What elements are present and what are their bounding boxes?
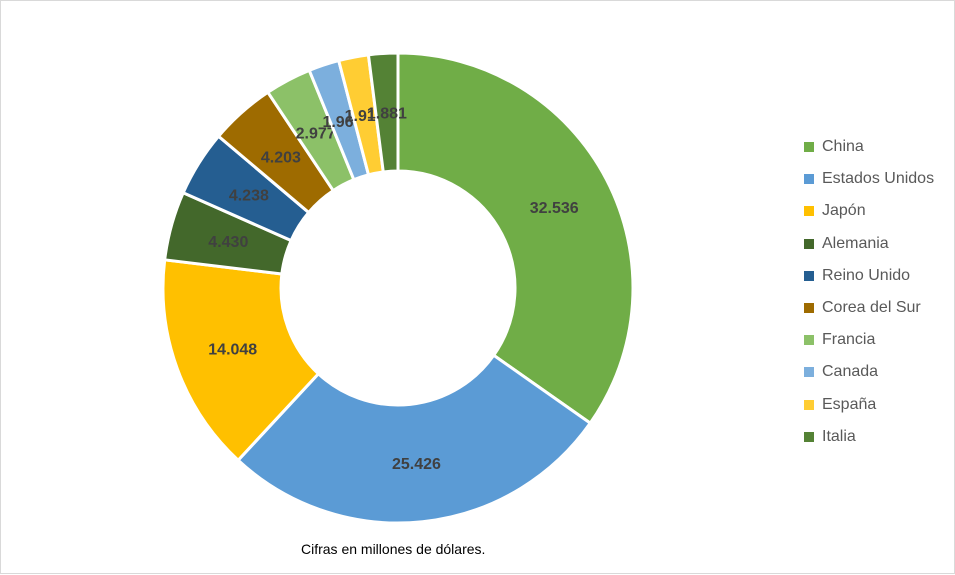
data-label-estados-unidos: 25.426 bbox=[392, 456, 441, 473]
chart-caption: Cifras en millones de dólares. bbox=[301, 541, 486, 557]
legend-item-corea-del-sur: Corea del Sur bbox=[804, 292, 934, 324]
legend-label: Japón bbox=[822, 202, 866, 220]
legend-swatch bbox=[804, 431, 814, 442]
data-label-reino-unido: 4.238 bbox=[229, 188, 269, 205]
data-label-japon: 14.048 bbox=[208, 342, 257, 359]
data-label-corea-del-sur: 4.203 bbox=[261, 150, 301, 167]
legend-swatch bbox=[804, 174, 814, 185]
slice-italia bbox=[366, 51, 400, 174]
legend-item-canada: Canada bbox=[804, 356, 934, 388]
data-label-francia: 2.977 bbox=[296, 125, 336, 142]
legend-item-estados-unidos: Estados Unidos bbox=[804, 163, 934, 195]
legend-label: Reino Unido bbox=[822, 266, 911, 284]
legend-label: Estados Unidos bbox=[822, 170, 935, 188]
legend-item-china: China bbox=[804, 131, 934, 163]
legend-item-alemania: Alemania bbox=[804, 228, 934, 260]
legend-swatch bbox=[804, 335, 814, 346]
legend-label: Canada bbox=[822, 363, 879, 381]
legend-item-japon: Japón bbox=[804, 195, 934, 227]
legend-label: Corea del Sur bbox=[822, 299, 921, 317]
data-label-italia: 1.881 bbox=[367, 105, 407, 122]
legend-swatch bbox=[804, 399, 814, 410]
legend-swatch bbox=[804, 238, 814, 249]
legend-item-espana: España bbox=[804, 389, 934, 421]
legend-label: China bbox=[822, 138, 864, 156]
slice-estados-unidos bbox=[235, 353, 593, 525]
slice-china bbox=[396, 51, 635, 426]
data-label-china: 32.536 bbox=[530, 200, 579, 217]
legend-item-francia: Francia bbox=[804, 324, 934, 356]
legend-item-italia: Italia bbox=[804, 421, 934, 453]
legend-swatch bbox=[804, 206, 814, 217]
legend: China Estados Unidos Japón Alemania Reino Un… bbox=[804, 131, 934, 453]
legend-swatch bbox=[804, 367, 814, 378]
legend-label: España bbox=[822, 395, 877, 413]
legend-label: Francia bbox=[822, 331, 876, 349]
legend-swatch bbox=[804, 142, 814, 153]
data-label-alemania: 4.430 bbox=[208, 234, 248, 251]
legend-label: Italia bbox=[822, 427, 856, 445]
legend-swatch bbox=[804, 270, 814, 281]
slice-japon bbox=[161, 258, 321, 463]
legend-label: Alemania bbox=[822, 234, 889, 252]
legend-swatch bbox=[804, 303, 814, 314]
legend-item-reino-unido: Reino Unido bbox=[804, 260, 934, 292]
